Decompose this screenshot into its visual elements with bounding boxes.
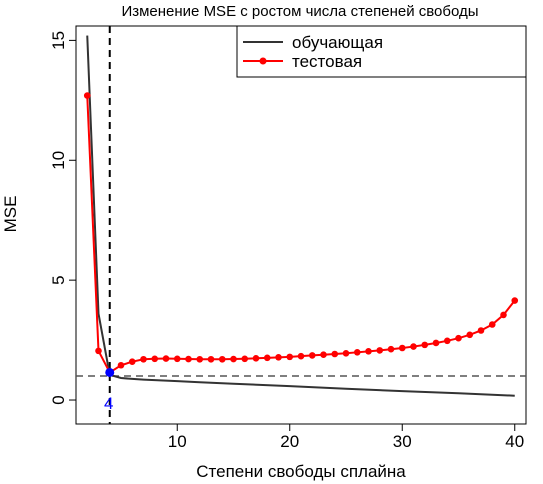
test-point [466, 331, 474, 339]
test-point [353, 349, 361, 356]
y-tick-label: 15 [49, 31, 68, 50]
x-tick-label: 10 [168, 432, 187, 451]
test-point [455, 334, 462, 342]
test-point [308, 352, 316, 359]
test-point [297, 352, 305, 360]
test-point [286, 353, 294, 361]
legend-test-marker [259, 57, 267, 65]
test-point [275, 354, 282, 361]
y-axis-label: MSE [1, 196, 20, 233]
optimal-df-label: 4 [104, 394, 113, 413]
test-point [410, 343, 417, 350]
series-layer [83, 35, 519, 397]
test-point [342, 349, 350, 357]
test-point [443, 337, 451, 345]
test-point [162, 355, 170, 362]
x-tick-label: 40 [505, 432, 524, 451]
test-point [511, 297, 519, 304]
test-point [263, 354, 271, 362]
test-point [320, 351, 327, 359]
test-point [331, 350, 339, 358]
legend-test-label: тестовая [292, 52, 362, 71]
series-line-test [86, 95, 516, 374]
series-line-train [86, 35, 515, 397]
test-point [173, 355, 181, 363]
test-point [241, 355, 249, 363]
test-point [252, 355, 260, 362]
test-point [477, 327, 485, 334]
plot-frame [75, 25, 527, 425]
y-axis: 0 5 10 15 [49, 31, 77, 405]
test-point [500, 311, 507, 319]
test-point [128, 358, 136, 365]
test-point [488, 321, 496, 328]
legend-train-label: обучающая [292, 33, 383, 52]
test-point [95, 347, 102, 355]
y-tick-label: 5 [49, 275, 68, 284]
x-tick-label: 20 [280, 432, 299, 451]
x-axis: 10 20 30 40 [168, 423, 524, 451]
y-tick-label: 10 [49, 151, 68, 170]
test-point [196, 355, 204, 363]
legend-box [236, 25, 527, 78]
test-point [151, 355, 159, 363]
test-point [117, 361, 125, 369]
test-point [218, 355, 226, 363]
test-point [207, 355, 215, 363]
test-point [140, 355, 147, 363]
test-point [230, 355, 237, 363]
test-point [387, 345, 395, 353]
x-axis-label: Степени свободы сплайна [196, 462, 406, 481]
test-point [365, 348, 372, 355]
test-point [432, 339, 440, 347]
test-point [376, 347, 384, 354]
legend: обучающая тестовая [236, 25, 527, 78]
test-point [83, 92, 91, 99]
x-tick-label: 30 [393, 432, 412, 451]
test-point [421, 341, 429, 349]
y-tick-label: 0 [49, 395, 68, 404]
test-point [185, 355, 192, 363]
test-point [398, 344, 406, 352]
chart-title: Изменение MSE с ростом числа степеней св… [121, 3, 478, 20]
optimal-point-marker [105, 367, 115, 377]
